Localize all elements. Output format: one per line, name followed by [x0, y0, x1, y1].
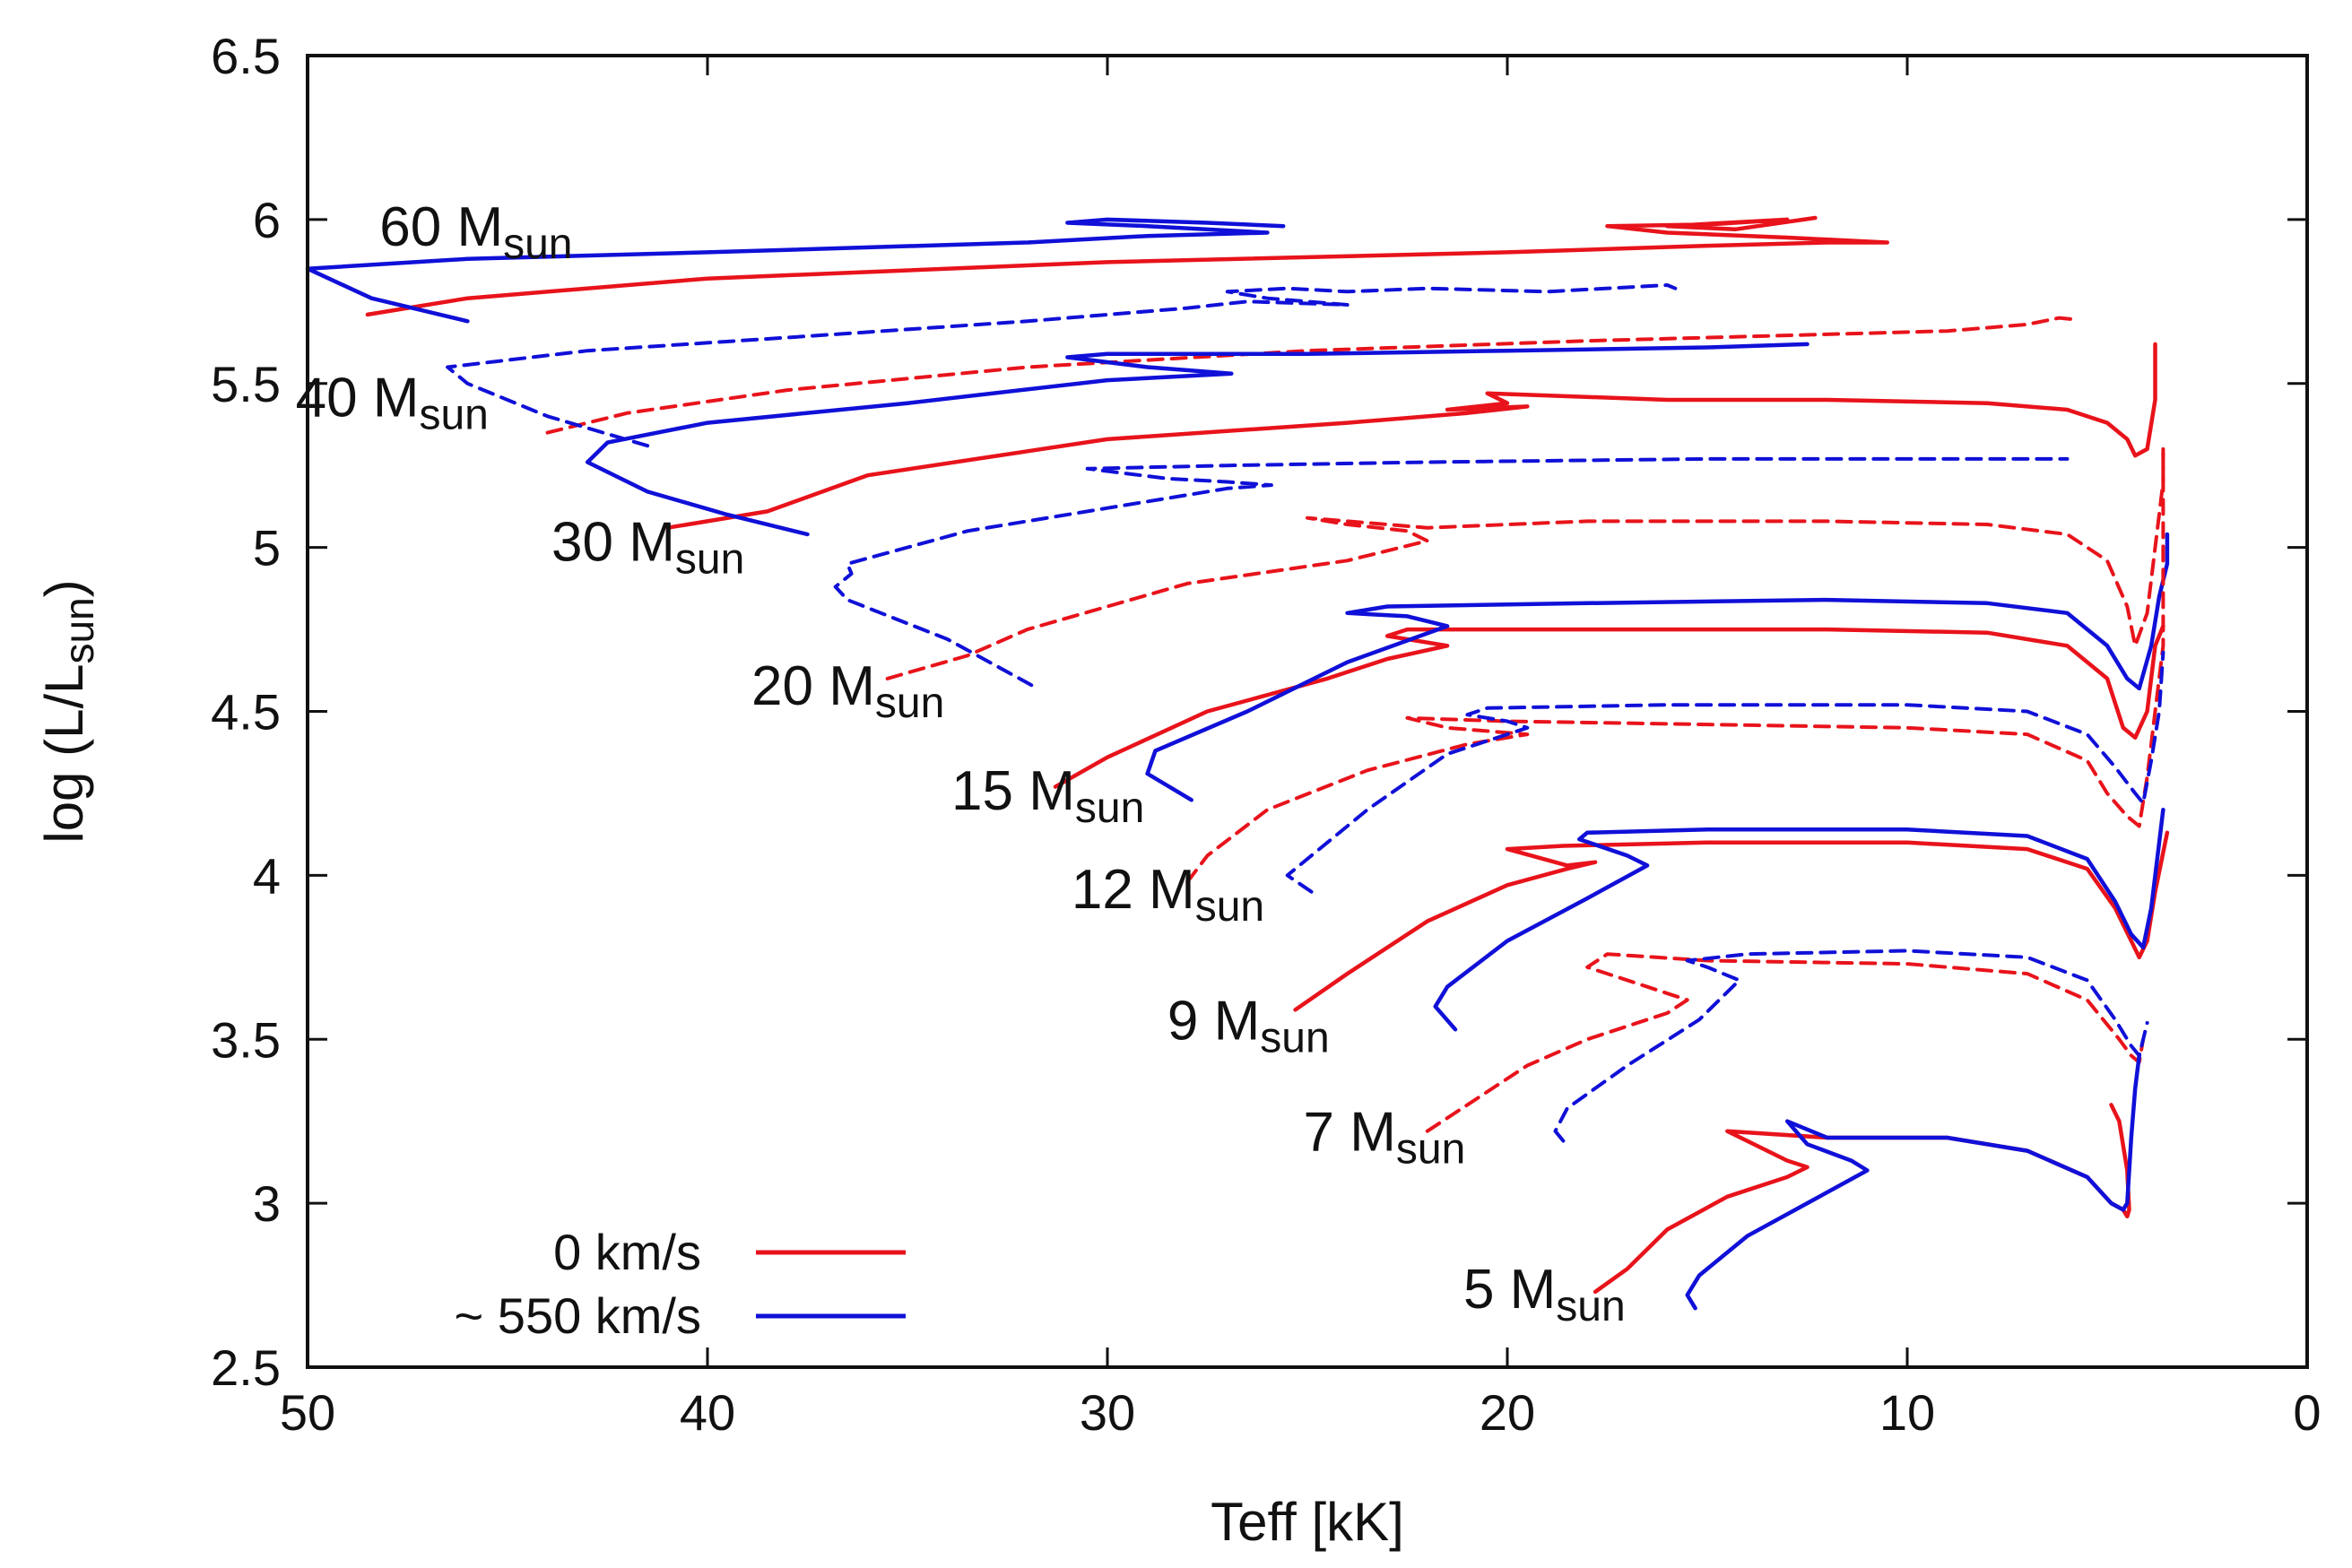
y-tick-label: 5.5: [211, 356, 281, 412]
track-20-msun-0-km-s: [885, 446, 2165, 680]
y-tick-label: 3.5: [211, 1011, 281, 1068]
track-30-msun-550-km-s: [585, 342, 1810, 537]
mass-label: 30 Msun: [551, 511, 744, 583]
mass-label: 20 Msun: [751, 655, 944, 727]
track-7-msun-550-km-s: [1553, 949, 2149, 1143]
x-tick-label: 50: [280, 1384, 335, 1441]
mass-label: 12 Msun: [1072, 859, 1264, 931]
mass-label: 60 Msun: [379, 196, 572, 268]
y-axis-label-end: ): [34, 579, 94, 597]
track-9-msun-550-km-s: [1433, 807, 2165, 1032]
track-5-msun-550-km-s: [1685, 1053, 2141, 1311]
track-40-msun-550-km-s: [446, 283, 1678, 448]
track-60-msun-0-km-s: [365, 215, 1889, 317]
track-12-msun-0-km-s: [1185, 446, 2165, 884]
track-20-msun-550-km-s: [833, 456, 2070, 688]
y-axis-ticks: 2.5 3 3.5 4 4.5 5 5.5 6 6.5: [211, 28, 2307, 1396]
track-15-msun-550-km-s: [1145, 532, 2170, 802]
y-tick-label: 6: [253, 192, 281, 248]
x-tick-label: 30: [1080, 1384, 1135, 1441]
track-lines: [305, 215, 2170, 1311]
track-9-msun-0-km-s: [1293, 830, 2170, 1012]
legend: 0 km/s ~ 550 km/s: [455, 1224, 906, 1344]
y-tick-label: 4: [253, 847, 281, 904]
y-tick-label: 6.5: [211, 28, 281, 84]
track-5-msun-0-km-s: [1593, 1103, 2131, 1295]
track-40-msun-0-km-s: [545, 316, 2078, 435]
y-tick-label: 4.5: [211, 684, 281, 741]
mass-label: 9 Msun: [1167, 990, 1330, 1061]
x-axis-label: Teff [kK]: [1211, 1492, 1404, 1552]
legend-label-550-kms: ~ 550 km/s: [455, 1287, 701, 1344]
track-30-msun-0-km-s: [665, 342, 2157, 530]
x-tick-label: 40: [680, 1384, 735, 1441]
mass-label: 5 Msun: [1463, 1259, 1626, 1330]
mass-label: 7 Msun: [1304, 1102, 1466, 1174]
track-7-msun-0-km-s: [1425, 952, 2146, 1133]
x-tick-label: 10: [1879, 1384, 1935, 1441]
mass-label: 15 Msun: [951, 760, 1144, 832]
y-tick-label: 2.5: [211, 1339, 281, 1396]
track-12-msun-550-km-s: [1285, 650, 2165, 894]
x-tick-label: 0: [2293, 1384, 2321, 1441]
y-axis-label: log (L/Lsun): [34, 579, 102, 843]
mass-label: 40 Msun: [296, 367, 489, 438]
y-tick-label: 3: [253, 1175, 281, 1232]
y-axis-label-main: log (L/L: [34, 664, 94, 844]
x-axis-ticks: 50 40 30 20 10 0: [280, 56, 2322, 1441]
legend-label-0-kms: 0 km/s: [553, 1224, 701, 1280]
x-tick-label: 20: [1480, 1384, 1535, 1441]
y-tick-label: 5: [253, 520, 281, 576]
y-axis-label-sub: sun: [56, 597, 102, 663]
